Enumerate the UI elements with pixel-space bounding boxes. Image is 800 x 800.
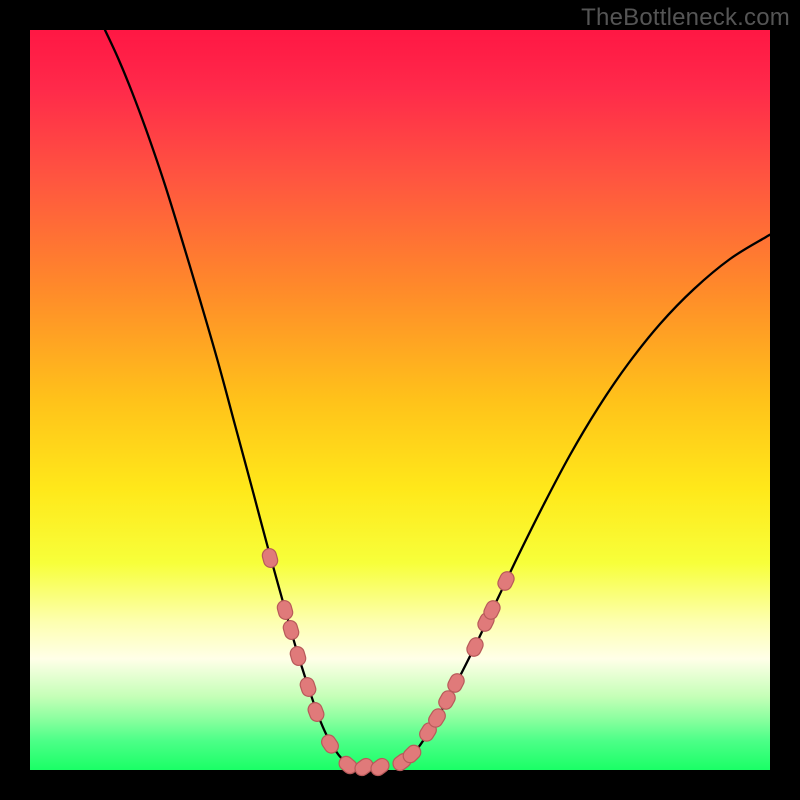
data-marker — [289, 645, 308, 667]
data-marker — [368, 756, 392, 779]
watermark-text: TheBottleneck.com — [581, 4, 790, 32]
data-marker — [298, 676, 317, 698]
curve-left — [105, 30, 350, 766]
outer-frame: TheBottleneck.com — [0, 0, 800, 800]
plot-area — [30, 30, 770, 770]
data-marker — [496, 569, 517, 592]
data-marker — [282, 619, 301, 641]
data-marker — [276, 599, 295, 621]
curve-layer — [30, 30, 770, 770]
data-marker — [465, 635, 486, 658]
data-marker — [306, 701, 326, 724]
data-marker — [261, 547, 279, 569]
